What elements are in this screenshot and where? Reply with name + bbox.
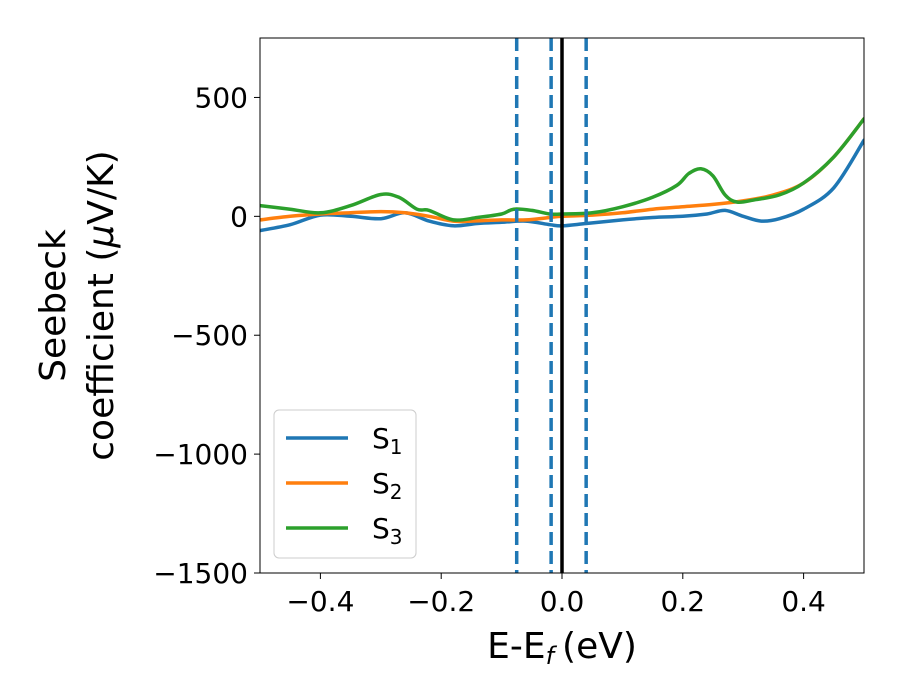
x-tick-label: 0.0 [540,585,585,618]
y-tick-label: −1000 [153,438,248,471]
y-axis-title-line1: Seebeck [33,229,74,382]
legend-label: S1 [372,422,403,459]
y-tick-label: 500 [195,81,248,114]
legend-item-s1: S1 [286,422,403,459]
x-axis-title: E-Ef (eV) [487,626,637,670]
y-axis-title-line2-main: coefficient ( [81,248,122,461]
x-tick-label: 0.2 [661,585,706,618]
x-axis-title-main: E-E [487,626,545,667]
x-axis: −0.4 −0.2 0.0 0.2 0.4 [286,573,826,618]
y-axis-title-unit: V/K) [81,150,122,224]
y-axis-title: Seebeck coefficient (μV/K) [33,150,122,460]
x-tick-label: −0.4 [286,585,354,618]
x-tick-label: 0.4 [781,585,826,618]
y-axis-title-line2: coefficient (μV/K) [81,150,122,460]
vertical-lines-layer [514,38,588,573]
legend-label: S3 [372,512,403,549]
x-tick-label: −0.2 [407,585,475,618]
legend-item-s3: S3 [286,512,403,549]
y-axis: −1500 −1000 −500 0 500 [153,81,260,590]
x-axis-title-unit: (eV) [562,626,637,667]
y-axis-title-mu: μ [81,225,122,249]
y-tick-label: −500 [171,319,248,352]
legend-label: S2 [372,467,403,504]
legend: S1 S2 S3 [273,409,417,559]
y-tick-label: 0 [230,200,248,233]
legend-item-s2: S2 [286,467,403,504]
x-axis-title-sub: f [546,642,558,670]
y-tick-label: −1500 [153,557,248,590]
